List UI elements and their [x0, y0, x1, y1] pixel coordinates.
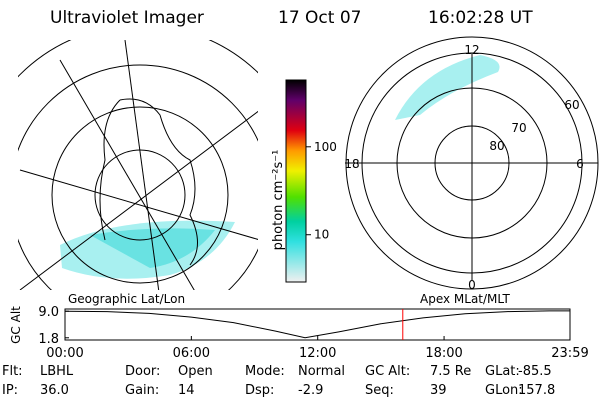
- lat-label: 70: [511, 121, 526, 135]
- x-tick-label: 06:00: [173, 346, 210, 361]
- mlt-label: 6: [576, 157, 584, 171]
- x-tick-label: 12:00: [299, 346, 336, 361]
- y-tick-label: 1.8: [38, 332, 59, 347]
- y-tick-label: 9.0: [38, 305, 59, 320]
- info-value: Open: [178, 364, 213, 379]
- mlt-label: 18: [344, 157, 359, 171]
- left-map: [18, 40, 258, 290]
- colorbar-tick-label: 10: [314, 228, 329, 242]
- y-label: GC Alt: [9, 306, 23, 344]
- mlt-label: 12: [464, 43, 479, 57]
- lat-label: 80: [489, 139, 504, 153]
- info-label: IP:: [2, 383, 18, 398]
- title: Ultraviolet Imager: [50, 8, 204, 28]
- info-value: 14: [178, 383, 195, 398]
- info-label: Gain:: [125, 383, 159, 398]
- info-label: Door:: [125, 364, 160, 379]
- right-map: [345, 36, 599, 290]
- info-label: Mode:: [245, 364, 285, 379]
- info-value: 36.0: [40, 383, 69, 398]
- info-value: 39: [430, 383, 447, 398]
- colorbar-label: photon cm⁻²s⁻¹: [271, 150, 286, 251]
- info-value: -2.9: [298, 383, 323, 398]
- info-label: Dsp:: [245, 383, 274, 398]
- colorbar: [285, 79, 307, 283]
- info-value: -85.5: [518, 364, 552, 379]
- right-map-label: Apex MLat/MLT: [420, 292, 510, 306]
- altitude-line: [64, 310, 570, 339]
- x-tick-label: 23:59: [551, 346, 588, 361]
- info-label: GLon:: [485, 383, 523, 398]
- info-value: 157.8: [518, 383, 555, 398]
- mlt-label: 0: [468, 278, 476, 292]
- left-map-label: Geographic Lat/Lon: [68, 292, 185, 306]
- x-tick-label: 18:00: [425, 346, 462, 361]
- info-label: GC Alt:: [365, 364, 410, 379]
- info-value: 7.5 Re: [430, 364, 471, 379]
- info-label: GLat:: [485, 364, 520, 379]
- date: 17 Oct 07: [278, 8, 361, 28]
- colorbar-tick-label: 100: [314, 140, 337, 154]
- info-label: Flt:: [2, 364, 23, 379]
- lat-label: 60: [564, 98, 579, 112]
- info-value: Normal: [298, 364, 345, 379]
- info-value: LBHL: [40, 364, 74, 379]
- time: 16:02:28 UT: [428, 8, 533, 28]
- x-tick-label: 00:00: [46, 346, 83, 361]
- info-label: Seq:: [365, 383, 394, 398]
